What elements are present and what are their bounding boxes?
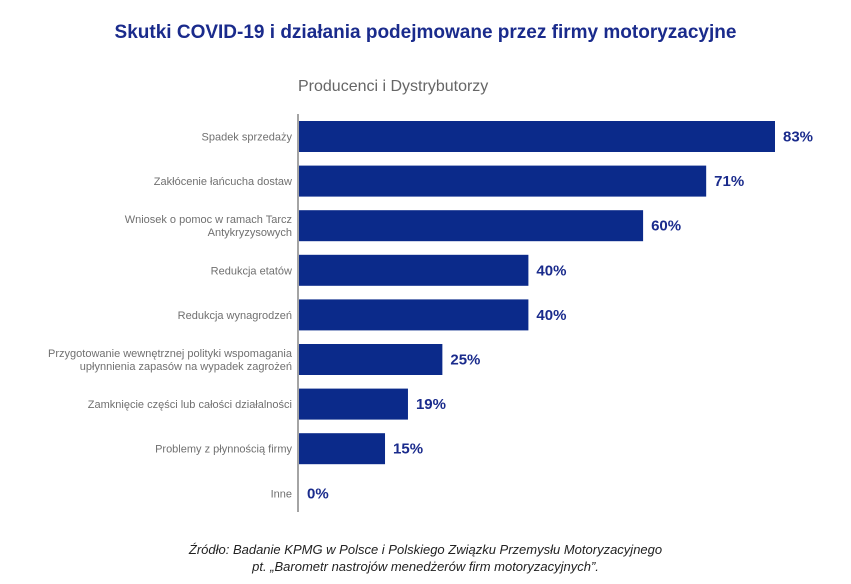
category-label-1: Zakłócenie łańcucha dostaw (154, 176, 292, 188)
category-label-0: Spadek sprzedaży (202, 132, 293, 144)
category-label-1-line-0: Zakłócenie łańcucha dostaw (154, 176, 292, 188)
source-note: Źródło: Badanie KPMG w Polsce i Polskieg… (0, 541, 851, 575)
category-label-3: Redukcja etatów (211, 265, 292, 277)
category-label-2: Wniosek o pomoc w ramach Tarcz Antykryzys… (125, 214, 292, 239)
category-label-7: Problemy z płynnością firmy (155, 444, 292, 456)
bar-3 (299, 254, 529, 286)
category-label-0-line-0: Spadek sprzedaży (202, 132, 293, 144)
bar-chart: 83% Spadek sprzedaży 71% Zakłócenie łańcuch… (48, 114, 813, 512)
value-label-7: 15% (393, 441, 423, 458)
category-label-5: Przygotowanie wewnętrznej polityki wspom… (48, 348, 293, 373)
chart-subtitle: Producenci i Dystrybutorzy (298, 78, 489, 95)
bar-0 (299, 121, 775, 152)
category-label-5-line-0: Przygotowanie wewnętrznej polityki wspom… (48, 348, 293, 360)
bar-7 (299, 433, 386, 465)
value-label-5: 25% (450, 352, 480, 369)
value-label-3: 40% (536, 262, 566, 279)
bar-4 (299, 299, 529, 331)
category-label-8-line-0: Inne (271, 488, 292, 500)
value-label-4: 40% (536, 307, 566, 324)
source-line-1: Źródło: Badanie KPMG w Polsce i Polskieg… (188, 542, 663, 557)
category-label-2-line-1: Antykryzysowych (208, 227, 292, 239)
chart-title: Skutki COVID-19 i działania podejmowane … (114, 22, 737, 43)
category-label-6-line-0: Zamknięcie części lub całości działalnoś… (88, 399, 292, 411)
bars-group: 83% Spadek sprzedaży 71% Zakłócenie łańcuch… (48, 121, 813, 502)
value-label-0: 83% (783, 129, 813, 146)
category-label-4: Redukcja wynagrodzeń (178, 310, 292, 322)
bar-5 (299, 344, 443, 375)
category-label-5-line-1: upłynnienia zapasów na wypadek zagrożeń (80, 361, 292, 373)
category-label-8: Inne (271, 488, 292, 500)
value-label-8: 0% (307, 485, 329, 502)
category-label-2-line-0: Wniosek o pomoc w ramach Tarcz (125, 214, 292, 226)
category-label-4-line-0: Redukcja wynagrodzeń (178, 310, 292, 322)
category-label-3-line-0: Redukcja etatów (211, 265, 292, 277)
bar-1 (299, 165, 707, 197)
bar-6 (299, 388, 408, 420)
bar-2 (299, 210, 644, 242)
category-label-7-line-0: Problemy z płynnością firmy (155, 444, 292, 456)
source-line-2: pt. „Barometr nastrojów menedżerów firm … (252, 559, 599, 574)
value-label-2: 60% (651, 218, 681, 235)
value-label-6: 19% (416, 396, 446, 413)
value-label-1: 71% (714, 173, 744, 190)
category-label-6: Zamknięcie części lub całości działalnoś… (88, 399, 292, 411)
